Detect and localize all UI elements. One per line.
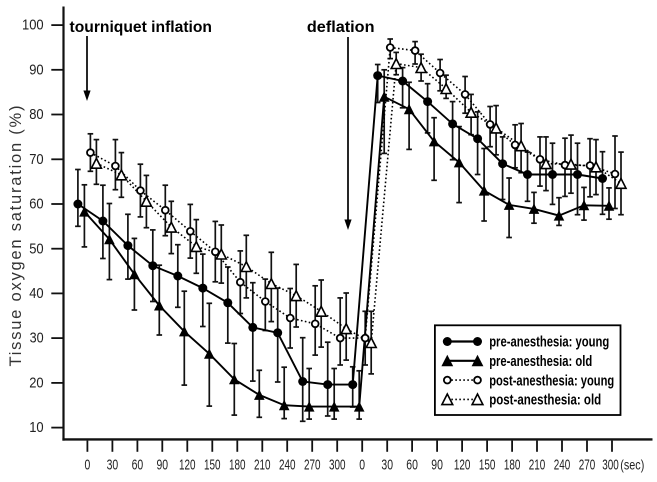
svg-text:80: 80 bbox=[29, 106, 43, 123]
svg-text:pre-anesthesia: old: pre-anesthesia: old bbox=[489, 354, 592, 370]
svg-text:150: 150 bbox=[479, 457, 496, 474]
svg-text:300: 300 bbox=[329, 457, 346, 474]
svg-text:0: 0 bbox=[85, 457, 91, 474]
svg-text:180: 180 bbox=[229, 457, 246, 474]
svg-text:post-anesthesia: old: post-anesthesia: old bbox=[489, 393, 601, 409]
svg-text:240: 240 bbox=[279, 457, 296, 474]
svg-text:180: 180 bbox=[504, 457, 521, 474]
svg-text:Tissue oxygen saturation (%): Tissue oxygen saturation (%) bbox=[7, 106, 25, 367]
svg-text:210: 210 bbox=[529, 457, 546, 474]
svg-text:300: 300 bbox=[602, 457, 619, 474]
svg-text:100: 100 bbox=[22, 17, 44, 34]
svg-text:120: 120 bbox=[454, 457, 471, 474]
svg-text:150: 150 bbox=[204, 457, 221, 474]
svg-text:deflation: deflation bbox=[307, 19, 375, 36]
svg-text:pre-anesthesia: young: pre-anesthesia: young bbox=[489, 335, 609, 351]
svg-text:60: 60 bbox=[406, 457, 418, 474]
svg-text:post-anesthesia: young: post-anesthesia: young bbox=[489, 373, 614, 389]
svg-text:(sec): (sec) bbox=[620, 457, 644, 473]
svg-text:240: 240 bbox=[554, 457, 571, 474]
svg-text:270: 270 bbox=[304, 457, 321, 474]
svg-text:10: 10 bbox=[29, 419, 43, 436]
svg-text:40: 40 bbox=[29, 285, 43, 302]
svg-text:50: 50 bbox=[29, 240, 43, 257]
svg-text:90: 90 bbox=[157, 457, 169, 474]
svg-text:120: 120 bbox=[179, 457, 196, 474]
svg-text:60: 60 bbox=[132, 457, 144, 474]
svg-text:0: 0 bbox=[359, 457, 365, 474]
svg-text:30: 30 bbox=[30, 330, 44, 347]
svg-text:60: 60 bbox=[29, 196, 43, 213]
svg-text:30: 30 bbox=[381, 457, 393, 474]
svg-text:20: 20 bbox=[29, 375, 43, 392]
svg-text:30: 30 bbox=[107, 457, 119, 474]
svg-text:210: 210 bbox=[254, 457, 271, 474]
svg-text:tourniquet inflation: tourniquet inflation bbox=[70, 19, 213, 36]
svg-text:270: 270 bbox=[579, 457, 596, 474]
svg-text:70: 70 bbox=[29, 151, 43, 168]
svg-text:90: 90 bbox=[431, 457, 443, 474]
svg-text:90: 90 bbox=[29, 61, 43, 78]
